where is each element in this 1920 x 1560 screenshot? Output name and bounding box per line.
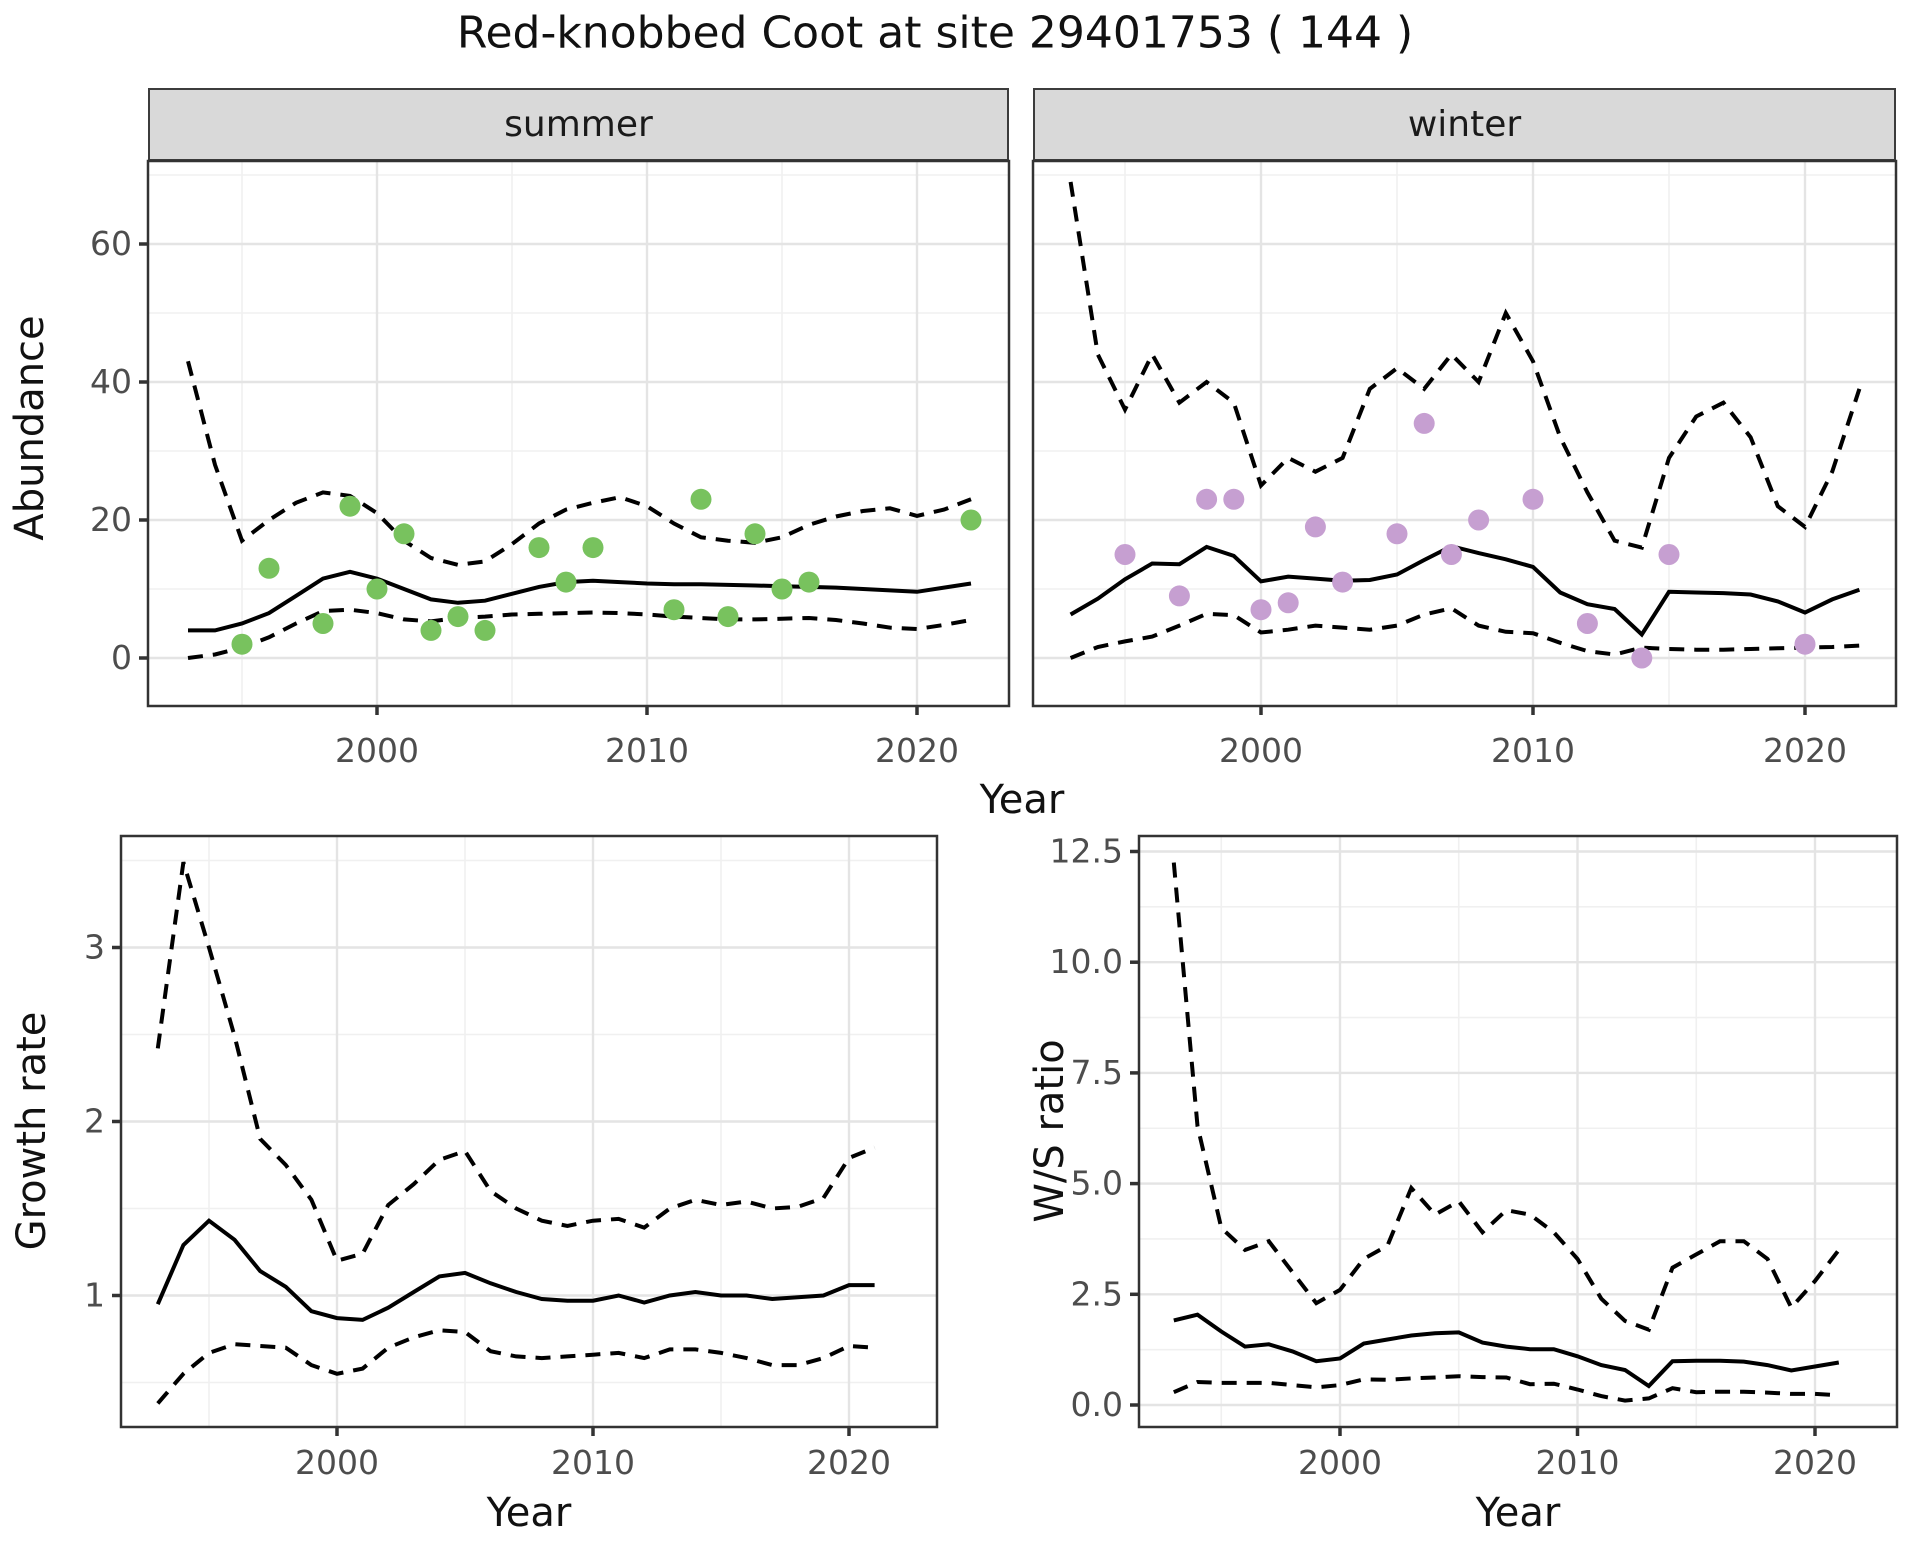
winter-abundance-data-point (1576, 613, 1598, 634)
summer-abundance-x-tick-label: 2000 (335, 731, 419, 770)
ws-ratio-y-tick-label: 7.5 (1071, 1053, 1123, 1092)
facet-strip-summer: summer (148, 88, 1009, 161)
bottom-left-year-axis-title: Year (486, 1490, 572, 1536)
ws-ratio-lower-ci-line (1173, 1374, 1839, 1403)
summer-abundance-y-tick-label: 0 (111, 638, 132, 677)
summer-abundance-data-point (717, 606, 739, 628)
winter-abundance-panel-background (1033, 161, 1896, 706)
summer-abundance-data-point (555, 571, 577, 593)
top-year-axis-title: Year (979, 777, 1065, 823)
growth-rate-upper-ci-line (155, 861, 876, 1264)
winter-abundance-data-point (1522, 488, 1544, 510)
winter-abundance-data-point (1196, 488, 1218, 510)
summer-abundance-data-point (366, 578, 388, 600)
ws-ratio-y-tick-label: 10.0 (1050, 942, 1123, 981)
bottom-right-year-axis-title: Year (1475, 1490, 1561, 1536)
summer-abundance-x-tick-label: 2020 (875, 731, 959, 770)
ws-ratio-y-tick-label: 0.0 (1071, 1385, 1123, 1424)
growth-rate-x-tick-label: 2020 (807, 1443, 891, 1482)
summer-abundance-panel-background (148, 161, 1009, 706)
summer-abundance-upper-ci-line (186, 360, 972, 567)
page-title: Red-knobbed Coot at site 29401753 ( 144 … (456, 7, 1414, 59)
summer-abundance-data-point (528, 537, 550, 559)
winter-abundance-data-point (1168, 585, 1190, 607)
summer-abundance-data-point (447, 606, 469, 628)
winter-abundance-x-tick-label: 2000 (1219, 731, 1303, 770)
winter-abundance-data-point (1658, 544, 1680, 565)
facet-strip-winter: winter (1033, 88, 1896, 161)
ws-ratio-panel-border (1137, 834, 1899, 1429)
summer-abundance-data-point (663, 599, 685, 621)
summer-abundance-y-tick-label: 40 (90, 362, 132, 401)
summer-abundance-data-point (771, 578, 793, 600)
growth-rate-panel-background (121, 836, 937, 1427)
panel-summer-abundance: 2000 2010 2020 0 20 40 60 (90, 159, 1011, 770)
summer-abundance-data-point (474, 619, 496, 641)
summer-abundance-data-point (393, 523, 415, 545)
winter-abundance-lower-ci-line (1069, 606, 1860, 660)
summer-abundance-data-point (420, 619, 442, 641)
growth-rate-y-tick-label: 3 (84, 928, 105, 967)
winter-abundance-data-point (1223, 488, 1245, 510)
summer-abundance-fit-line (188, 569, 972, 633)
ws-ratio-fit-line (1173, 1312, 1840, 1389)
growth-rate-x-tick-label: 2000 (295, 1443, 379, 1482)
ws-ratio-x-tick-label: 2000 (1298, 1443, 1382, 1482)
facet-strip-winter-label: winter (1407, 104, 1522, 145)
facet-strip-summer-label: summer (504, 104, 653, 145)
winter-abundance-data-point (1631, 647, 1653, 669)
summer-abundance-data-point (744, 523, 766, 545)
winter-abundance-panel-border (1031, 159, 1898, 708)
growth-rate-x-tick-label: 2010 (551, 1443, 635, 1482)
panel-ws-ratio: 2000 2010 2020 0.0 2.5 5.0 7.5 10.0 12.5 (1050, 832, 1899, 1482)
summer-abundance-y-tick-label: 20 (90, 500, 132, 539)
growth-rate-panel-border (119, 834, 939, 1429)
winter-abundance-upper-ci-line (1068, 181, 1862, 551)
summer-abundance-data-point (690, 488, 712, 510)
summer-abundance-data-point (798, 571, 820, 593)
winter-abundance-data-point (1794, 633, 1816, 655)
panel-winter-abundance: 2000 2010 2020 (1031, 159, 1898, 770)
winter-abundance-data-point (1468, 509, 1490, 531)
ws-ratio-y-tick-label: 2.5 (1071, 1274, 1123, 1313)
winter-abundance-data-point (1440, 544, 1462, 565)
winter-abundance-x-tick-label: 2010 (1491, 731, 1575, 770)
summer-abundance-y-tick-label: 60 (90, 224, 132, 263)
growth-rate-y-tick-label: 1 (84, 1276, 105, 1315)
growth-rate-lower-ci-line (156, 1328, 875, 1405)
winter-abundance-data-point (1386, 523, 1408, 545)
summer-abundance-panel-border (146, 159, 1011, 708)
ws-ratio-y-tick-label: 12.5 (1050, 832, 1123, 871)
ws-ratio-upper-ci-line (1171, 862, 1841, 1333)
ws-ratio-x-tick-label: 2020 (1773, 1443, 1857, 1482)
winter-abundance-x-tick-label: 2020 (1763, 731, 1847, 770)
summer-abundance-data-point (582, 537, 604, 559)
ws-ratio-y-tick-label: 5.0 (1071, 1164, 1123, 1203)
summer-abundance-data-point (339, 495, 361, 517)
winter-abundance-data-point (1413, 412, 1435, 434)
growth-rate-y-tick-label: 2 (84, 1102, 105, 1141)
summer-abundance-data-point (960, 509, 982, 531)
panel-growth-rate: 2000 2010 2020 1 2 3 (84, 834, 939, 1482)
ws-ratio-panel-background (1139, 836, 1897, 1427)
winter-abundance-data-point (1250, 599, 1272, 621)
winter-abundance-data-point (1304, 516, 1326, 538)
growth-rate-fit-line (155, 1218, 875, 1322)
winter-abundance-fit-line (1069, 544, 1861, 638)
summer-abundance-data-point (312, 613, 334, 634)
winter-abundance-data-point (1332, 571, 1354, 593)
winter-abundance-data-point (1114, 544, 1136, 565)
summer-abundance-lower-ci-line (187, 607, 972, 660)
winter-abundance-data-point (1277, 592, 1299, 614)
ws-ratio-x-tick-label: 2010 (1536, 1443, 1620, 1482)
summer-abundance-data-point (258, 557, 280, 579)
summer-abundance-x-tick-label: 2010 (605, 731, 689, 770)
summer-abundance-data-point (231, 633, 253, 655)
